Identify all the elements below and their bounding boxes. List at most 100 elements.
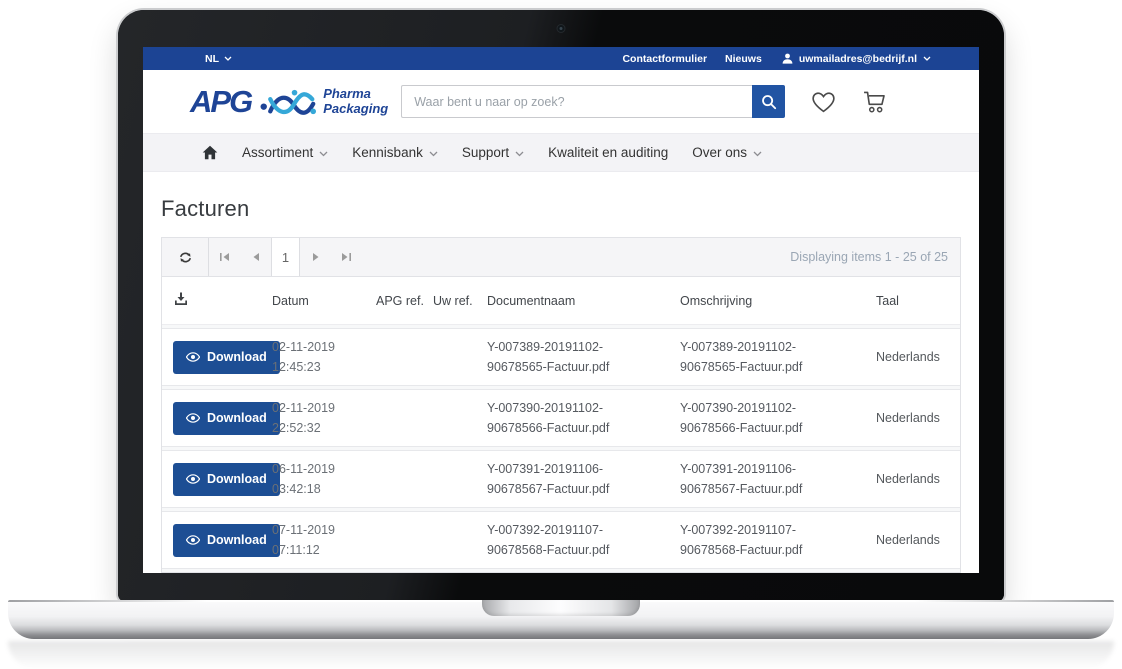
cell-documentnaam: Y-007391-20191106-90678567-Factuur.pdf — [487, 459, 680, 499]
cell-taal: Nederlands — [876, 472, 940, 486]
invoice-time: 22:52:32 — [272, 421, 321, 435]
download-button-label: Download — [207, 411, 267, 425]
nav-item-label: Kennisbank — [352, 145, 423, 160]
topbar: NL Contactformulier Nieuws uwmailadres@b… — [143, 47, 979, 70]
chevron-down-icon — [753, 151, 762, 156]
download-button[interactable]: Download — [173, 401, 280, 435]
nav-item-kennisbank[interactable]: Kennisbank — [352, 145, 438, 160]
document-name: Y-007391-20191106-90678567-Factuur.pdf — [487, 462, 610, 496]
webcam-icon — [557, 25, 565, 32]
cell-omschrijving: Y-007389-20191102-90678565-Factuur.pdf — [680, 337, 876, 377]
account-menu[interactable]: uwmailadres@bedrijf.nl — [782, 53, 931, 65]
current-page[interactable]: 1 — [271, 238, 300, 276]
nav-item-over-ons[interactable]: Over ons — [692, 145, 762, 160]
topbar-link-nieuws[interactable]: Nieuws — [725, 52, 762, 65]
chevron-down-icon — [923, 56, 931, 61]
logo-acronym: APG — [190, 84, 253, 119]
prev-page-icon — [253, 253, 259, 261]
table-row: Download 02-11-2019 22:52:32 Y-007390-20… — [162, 389, 960, 447]
chevron-down-icon — [319, 151, 328, 156]
browser-viewport: NL Contactformulier Nieuws uwmailadres@b… — [143, 47, 979, 573]
cell-download: Download — [162, 340, 280, 374]
cell-datum: 02-11-2019 12:45:23 — [272, 337, 376, 377]
logo[interactable]: APG Pharma Packaging — [190, 85, 388, 119]
document-name: Y-007390-20191102-90678566-Factuur.pdf — [487, 401, 610, 435]
invoice-date: 07-11-2019 — [272, 523, 336, 537]
cell-datum: 02-11-2019 22:52:32 — [272, 398, 376, 438]
document-name: Y-007392-20191107-90678568-Factuur.pdf — [487, 523, 610, 557]
first-page-icon — [220, 253, 229, 261]
first-page-button[interactable] — [209, 238, 240, 276]
cart-button[interactable] — [862, 90, 889, 114]
cell-documentnaam: Y-007392-20191107-90678568-Factuur.pdf — [487, 520, 680, 560]
nav-home[interactable] — [202, 145, 218, 160]
laptop-reflection — [8, 641, 1114, 669]
column-header-taal: Taal — [876, 293, 899, 308]
refresh-button[interactable] — [162, 238, 209, 276]
cell-taal: Nederlands — [876, 350, 940, 364]
download-icon — [175, 292, 187, 305]
invoice-date: 02-11-2019 — [272, 340, 336, 354]
cell-taal: Nederlands — [876, 533, 940, 547]
nav-item-label: Over ons — [692, 145, 747, 160]
logo-tagline-line2: Packaging — [323, 100, 389, 116]
eye-icon — [186, 474, 200, 484]
document-description: Y-007390-20191102-90678566-Factuur.pdf — [680, 401, 803, 435]
search-input[interactable] — [401, 85, 753, 118]
cell-omschrijving: Y-007391-20191106-90678567-Factuur.pdf — [680, 459, 876, 499]
eye-icon — [186, 352, 200, 362]
invoice-time: 12:45:23 — [272, 360, 321, 374]
nav-item-label: Assortiment — [242, 145, 314, 160]
download-button[interactable]: Download — [173, 523, 280, 557]
chevron-down-icon — [429, 151, 438, 156]
grid-header-row: Datum APG ref. Uw ref. Documentnaam Omsc… — [162, 277, 960, 325]
document-description: Y-007392-20191107-90678568-Factuur.pdf — [680, 523, 803, 557]
language-selector[interactable]: NL — [205, 53, 232, 65]
chevron-down-icon — [515, 151, 524, 156]
laptop-screen-bezel: NL Contactformulier Nieuws uwmailadres@b… — [118, 10, 1004, 602]
topbar-right: Contactformulier Nieuws uwmailadres@bedr… — [604, 53, 931, 65]
download-button[interactable]: Download — [173, 462, 280, 496]
search-icon — [761, 94, 776, 109]
home-icon — [202, 145, 218, 160]
pager: 1 — [209, 238, 362, 276]
column-header-documentnaam: Documentnaam — [487, 293, 576, 308]
cell-datum: 06-11-2019 03:42:18 — [272, 459, 376, 499]
language-label: NL — [205, 52, 219, 65]
next-page-button[interactable] — [300, 238, 331, 276]
prev-page-button[interactable] — [240, 238, 271, 276]
logo-tagline-line1: Pharma — [323, 85, 371, 101]
invoice-time: 07:11:12 — [272, 543, 320, 557]
next-page-icon — [312, 253, 318, 261]
last-page-button[interactable] — [331, 238, 362, 276]
wishlist-button[interactable] — [810, 90, 837, 114]
heart-icon — [812, 91, 835, 112]
cell-documentnaam: Y-007389-20191102-90678565-Factuur.pdf — [487, 337, 680, 377]
column-header-download — [162, 291, 272, 310]
table-row: Download 02-11-2019 12:45:23 Y-007389-20… — [162, 328, 960, 386]
last-page-icon — [342, 253, 351, 261]
nav-item-assortiment[interactable]: Assortiment — [242, 145, 328, 160]
nav-item-label: Kwaliteit en auditing — [548, 145, 669, 160]
download-button-label: Download — [207, 533, 267, 547]
cell-taal: Nederlands — [876, 411, 940, 425]
search-button[interactable] — [752, 85, 786, 118]
document-description: Y-007389-20191102-90678565-Factuur.pdf — [680, 340, 803, 374]
chevron-down-icon — [224, 56, 232, 61]
column-header-datum: Datum — [272, 293, 309, 308]
cell-omschrijving: Y-007392-20191107-90678568-Factuur.pdf — [680, 520, 876, 560]
table-row: Download 07-11-2019 07:11:12 Y-007392-20… — [162, 511, 960, 569]
table-row: Download 06-11-2019 03:42:18 Y-007391-20… — [162, 450, 960, 508]
download-button[interactable]: Download — [173, 340, 280, 374]
invoices-grid: 1 Displaying items 1 - 25 of 25 — [161, 237, 961, 573]
site-header: APG Pharma Packaging — [143, 70, 979, 133]
page-content: Facturen — [143, 196, 979, 573]
account-email: uwmailadres@bedrijf.nl — [798, 52, 917, 65]
document-description: Y-007391-20191106-90678567-Factuur.pdf — [680, 462, 803, 496]
column-header-omschrijving: Omschrijving — [680, 293, 753, 308]
nav-item-kwaliteit-en-auditing[interactable]: Kwaliteit en auditing — [548, 145, 668, 160]
nav-item-support[interactable]: Support — [462, 145, 524, 160]
refresh-icon — [179, 252, 191, 262]
topbar-link-contactformulier[interactable]: Contactformulier — [622, 52, 708, 65]
